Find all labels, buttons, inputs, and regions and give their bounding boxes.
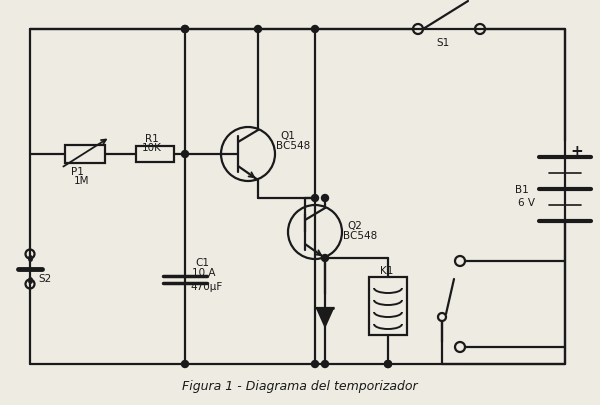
Circle shape [455,256,465,266]
Circle shape [475,25,485,35]
Text: S2: S2 [38,273,51,283]
Circle shape [182,26,188,34]
Text: 470μF: 470μF [190,281,222,291]
Circle shape [221,128,275,181]
Text: 1M: 1M [74,175,89,185]
Text: 10 A: 10 A [192,267,215,277]
Text: R1: R1 [145,134,159,144]
Circle shape [385,360,392,368]
FancyBboxPatch shape [369,277,407,335]
Circle shape [25,250,35,259]
Text: +: + [570,144,583,159]
Circle shape [311,26,319,34]
Text: BC548: BC548 [276,141,310,151]
Text: 6 V: 6 V [518,198,535,207]
Circle shape [182,360,188,368]
Text: S1: S1 [436,38,449,48]
Circle shape [288,205,342,259]
Circle shape [455,342,465,352]
Text: BC548: BC548 [343,230,377,241]
Circle shape [311,195,319,202]
Text: 10K: 10K [142,143,162,153]
Circle shape [385,360,392,368]
Circle shape [311,360,319,368]
Circle shape [25,280,35,289]
Text: K1: K1 [380,265,394,275]
Text: Q1: Q1 [280,131,295,141]
FancyBboxPatch shape [136,147,174,162]
Circle shape [322,195,329,202]
Circle shape [322,360,329,368]
Text: B1: B1 [515,185,529,194]
Text: P1: P1 [71,166,84,177]
Circle shape [413,25,423,35]
FancyBboxPatch shape [65,146,105,164]
Text: Figura 1 - Diagrama del temporizador: Figura 1 - Diagrama del temporizador [182,379,418,392]
Polygon shape [317,308,333,326]
Circle shape [182,26,188,34]
Circle shape [438,313,446,321]
Text: C1: C1 [195,257,209,267]
Circle shape [322,255,329,262]
Text: Q2: Q2 [347,220,362,230]
Circle shape [182,151,188,158]
Circle shape [254,26,262,34]
